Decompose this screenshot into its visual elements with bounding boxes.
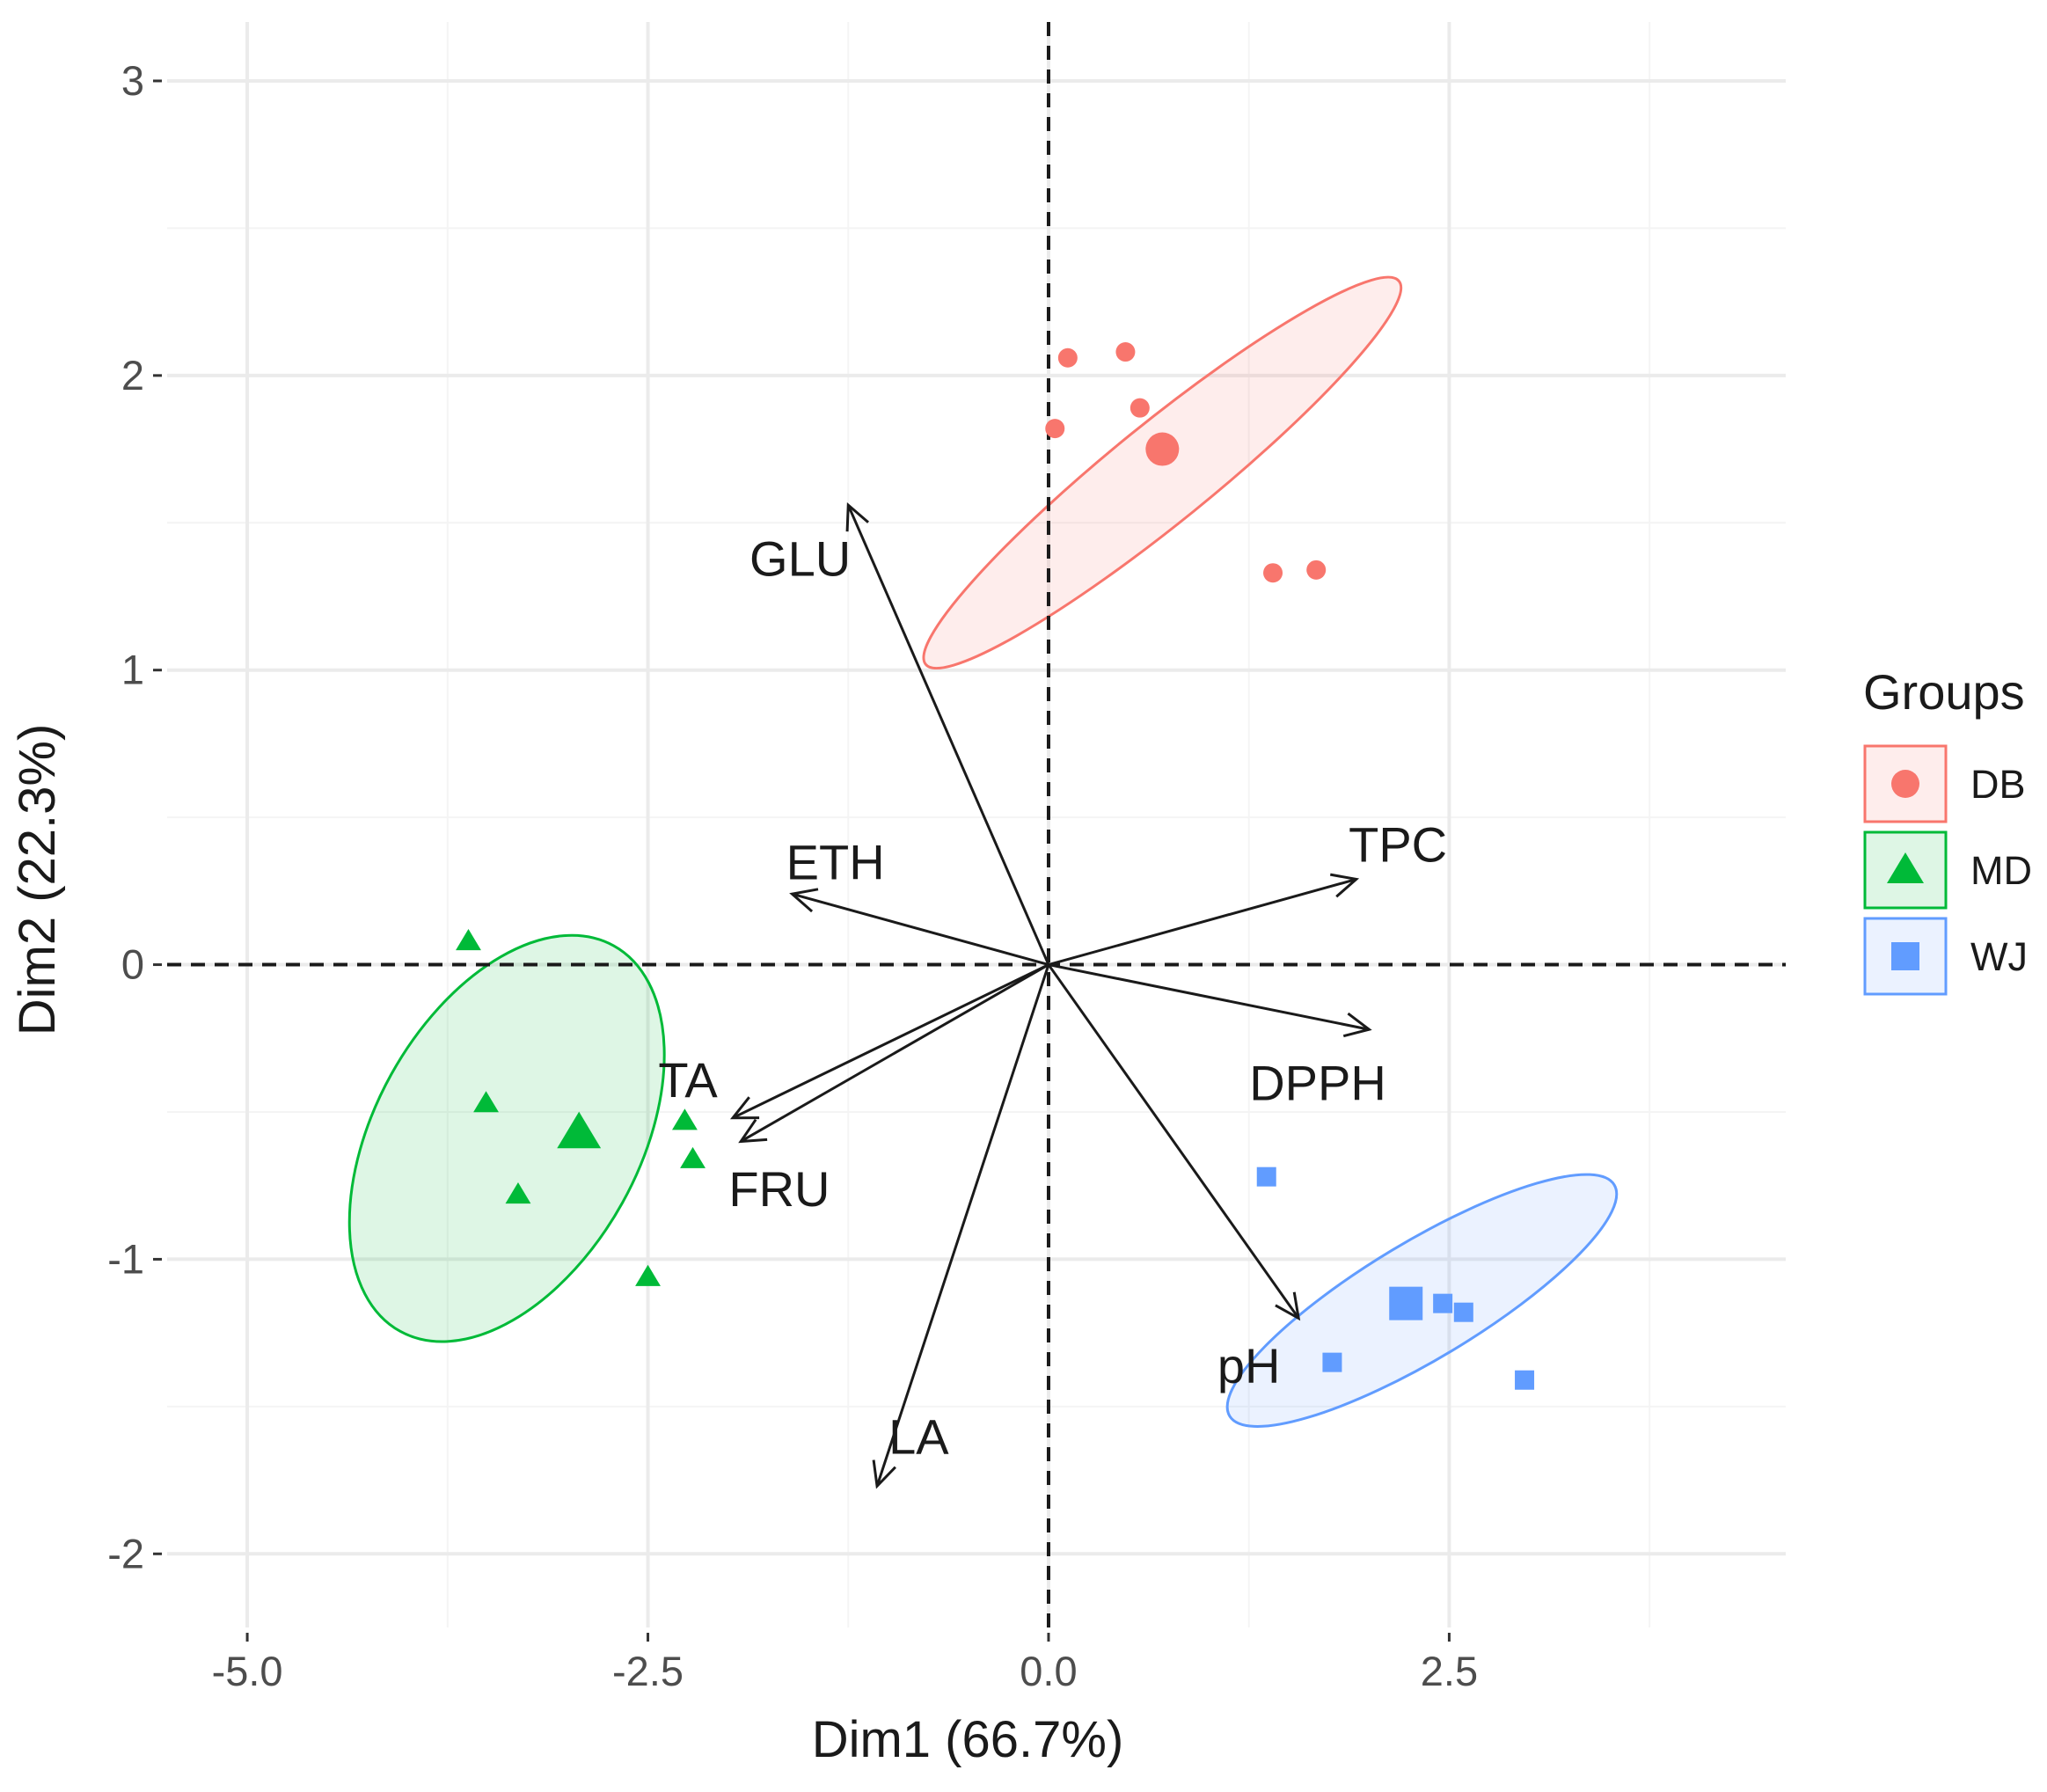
point-wj: [1453, 1302, 1473, 1322]
legend-label-db: DB: [1970, 762, 2026, 807]
grid: [167, 22, 1786, 1627]
point-db: [1263, 563, 1283, 583]
centroid-md: [557, 1111, 602, 1149]
x-tick-label: -2.5: [612, 1648, 684, 1694]
point-db: [1115, 342, 1136, 362]
arrowhead-eth: [789, 888, 819, 913]
arrowhead-dpph: [1342, 1012, 1372, 1038]
point-md: [505, 1182, 531, 1204]
centroid-wj: [1389, 1286, 1423, 1320]
point-db: [1045, 419, 1065, 439]
x-axis-title: Dim1 (66.7%): [812, 1711, 1124, 1768]
arrowhead-fru: [738, 1118, 768, 1144]
point-wj: [1256, 1167, 1276, 1187]
y-tick-label: -2: [107, 1530, 144, 1576]
axes: -5.0 -2.5 0.0 2.5 -2 -1 0 1 2 3: [107, 57, 1478, 1694]
point-md: [635, 1264, 661, 1286]
point-db: [1130, 398, 1150, 418]
arrow-eth: [792, 892, 1049, 967]
variable-label-fru: FRU: [728, 1161, 830, 1217]
arrowhead-tpc: [1329, 873, 1360, 898]
legend-label-md: MD: [1970, 848, 2032, 893]
centroid-db: [1145, 432, 1180, 466]
arrowhead-glu: [845, 502, 869, 532]
point-db: [1306, 560, 1327, 580]
arrowhead-la: [872, 1459, 896, 1489]
point-db: [1057, 347, 1078, 368]
variable-label-ph: pH: [1217, 1338, 1281, 1393]
x-tick-label: -5.0: [212, 1648, 283, 1694]
arrowhead-ta: [729, 1096, 760, 1120]
arrow-la: [875, 964, 1050, 1487]
variable-label-dpph: DPPH: [1249, 1056, 1386, 1111]
point-wj: [1515, 1370, 1535, 1390]
legend: DB MD WJ: [1863, 744, 2032, 996]
legend-symbol-md: [1887, 852, 1924, 883]
point-md: [680, 1146, 705, 1168]
legend-label-wj: WJ: [1970, 934, 2028, 979]
legend-symbol-db: [1891, 770, 1919, 798]
y-tick-label: 1: [121, 647, 144, 693]
arrowhead-ph: [1275, 1291, 1301, 1321]
arrow-ta: [732, 963, 1049, 1120]
variable-label-la: LA: [888, 1408, 949, 1464]
x-tick-label: 2.5: [1421, 1648, 1478, 1694]
arrow-dpph: [1048, 963, 1370, 1031]
y-tick-label: -1: [107, 1235, 144, 1282]
y-tick-label: 3: [121, 57, 144, 104]
individual-points: [456, 342, 1535, 1390]
point-wj: [1433, 1293, 1453, 1313]
point-md: [473, 1091, 499, 1113]
y-tick-label: 0: [121, 941, 144, 988]
variable-label-tpc: TPC: [1349, 816, 1447, 872]
arrow-ph: [1047, 963, 1300, 1320]
legend-symbol-wj: [1891, 942, 1919, 970]
ellipse-db: [922, 275, 1403, 670]
variable-label-eth: ETH: [786, 834, 885, 889]
point-md: [671, 1108, 698, 1130]
zero-reference-lines: [167, 22, 1786, 1627]
ellipse-md: [347, 933, 666, 1343]
arrow-fru: [740, 963, 1049, 1143]
y-axis-title: Dim2 (22.3%): [9, 724, 66, 1036]
arrow-glu: [846, 504, 1050, 966]
variable-label-ta: TA: [658, 1052, 718, 1108]
point-wj: [1322, 1352, 1342, 1372]
legend-title: Groups: [1863, 664, 2025, 720]
variable-label-glu: GLU: [749, 530, 851, 586]
x-tick-label: 0.0: [1020, 1648, 1077, 1694]
y-tick-label: 2: [121, 352, 144, 399]
arrow-tpc: [1048, 878, 1357, 967]
point-md: [456, 929, 481, 951]
